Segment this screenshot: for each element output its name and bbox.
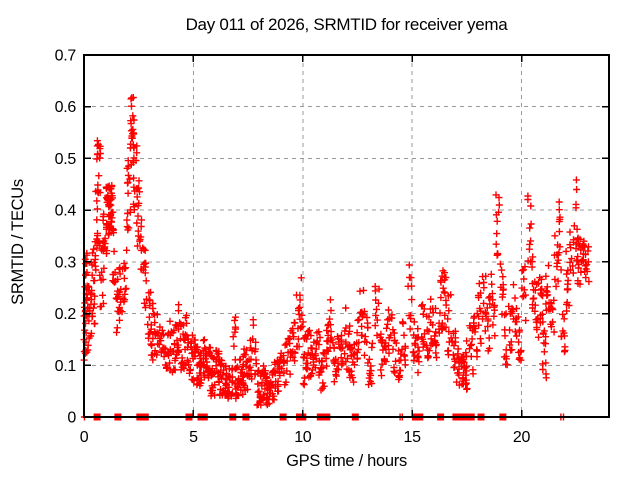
y-tick-label: 0.4 (55, 203, 77, 220)
x-tick-label: 0 (80, 429, 89, 446)
y-axis-title: SRMTID / TECUs (9, 179, 27, 305)
y-tick-label: 0.2 (55, 306, 77, 323)
x-tick-label: 10 (294, 429, 312, 446)
x-axis-title: GPS time / hours (286, 452, 407, 470)
scatter-points (80, 94, 593, 421)
x-tick-label: 5 (189, 429, 198, 446)
y-tick-label: 0.7 (55, 48, 77, 65)
chart-title: Day 011 of 2026, SRMTID for receiver yem… (185, 15, 508, 34)
y-tick-label: 0.5 (55, 151, 77, 168)
y-tick-label: 0 (67, 410, 76, 427)
x-tick-label: 15 (403, 429, 421, 446)
y-tick-label: 0.3 (55, 254, 77, 271)
y-tick-label: 0.1 (55, 358, 77, 375)
x-tick-label: 20 (513, 429, 531, 446)
tick-labels: 0 5 10 15 20 0 0.1 0.2 0.3 0.4 0.5 0.6 0.7 (55, 48, 531, 447)
y-tick-label: 0.6 (55, 99, 77, 116)
plot-border (83, 54, 610, 418)
